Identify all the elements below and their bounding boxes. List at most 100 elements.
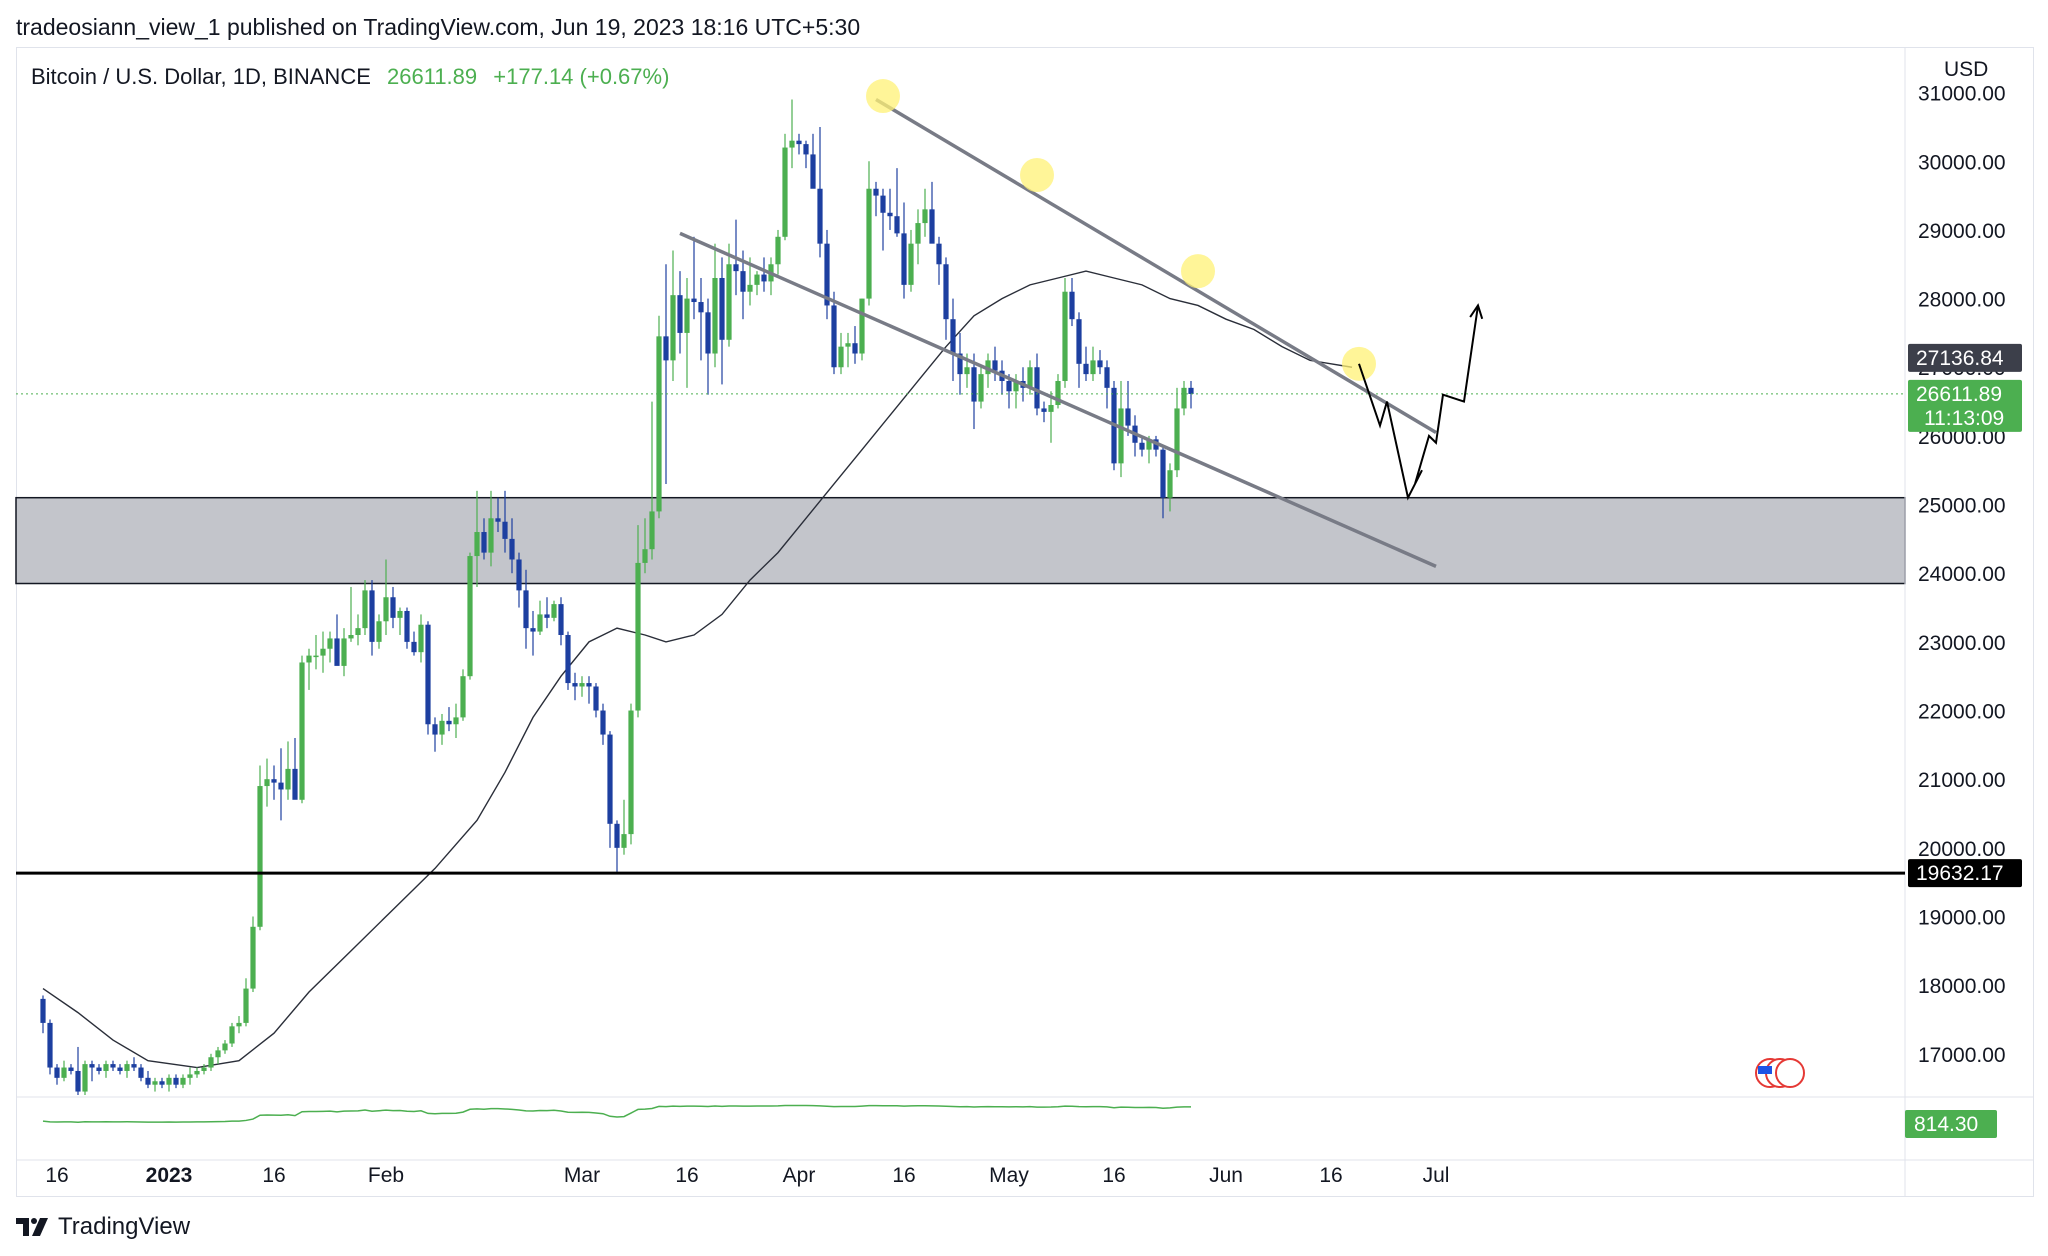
candle <box>824 229 830 320</box>
candle <box>1034 353 1040 416</box>
candle <box>950 298 956 381</box>
candle-body <box>656 336 662 512</box>
candle-body <box>1104 367 1110 388</box>
candle-body <box>320 648 326 656</box>
candle-body <box>936 243 942 265</box>
candle-body <box>873 188 879 196</box>
candle <box>173 1074 179 1089</box>
candle-body <box>194 1070 200 1075</box>
candle-body <box>425 624 431 725</box>
symbol-name: Bitcoin / U.S. Dollar, 1D, BINANCE <box>31 64 371 89</box>
candle <box>488 490 494 567</box>
candle-body <box>89 1064 95 1068</box>
support-level-badge-bg <box>1908 859 2022 888</box>
candle <box>250 916 256 993</box>
candle-body <box>1062 291 1068 381</box>
candle-body <box>824 243 830 306</box>
support-level-badge: 19632.17 <box>1916 862 2004 885</box>
candle-body <box>1146 439 1152 450</box>
candle-body <box>733 264 739 272</box>
candle-body <box>747 284 753 292</box>
y-tick-label: 22000.00 <box>1918 701 2006 724</box>
candle <box>453 703 459 738</box>
publisher-caption: tradeosiann_view_1 published on TradingV… <box>16 14 861 40</box>
candle <box>516 552 522 608</box>
candle <box>1055 374 1061 409</box>
candle <box>467 552 473 680</box>
candle <box>201 1064 207 1075</box>
candle-body <box>1027 367 1033 388</box>
event-flag-circle <box>1775 1058 1805 1088</box>
candle <box>1062 277 1068 388</box>
candle <box>607 731 613 848</box>
candle-body <box>971 367 977 402</box>
candle-body <box>789 140 795 148</box>
candle-body <box>1034 367 1040 409</box>
candle <box>257 765 263 931</box>
candle-body <box>698 302 704 313</box>
x-tick-label: 16 <box>262 1164 285 1187</box>
candle <box>614 820 620 872</box>
candle-body <box>1090 360 1096 375</box>
candle <box>383 559 389 636</box>
x-tick-label: 16 <box>1102 1164 1125 1187</box>
candle-body <box>54 1067 60 1078</box>
x-tick-label: Feb <box>368 1164 404 1187</box>
candle <box>691 236 697 320</box>
y-tick-label: 29000.00 <box>1918 220 2006 243</box>
candle-body <box>712 277 718 354</box>
candle <box>1188 380 1194 409</box>
candle-body <box>40 998 46 1023</box>
candle-body <box>663 336 669 361</box>
candle <box>656 315 662 519</box>
candle <box>348 586 354 642</box>
candle-body <box>509 538 515 560</box>
candle-body <box>159 1081 165 1085</box>
candle <box>194 1067 200 1078</box>
candle <box>502 490 508 553</box>
candle <box>397 607 403 636</box>
candle <box>544 597 550 629</box>
candle <box>838 332 844 375</box>
candle-body <box>551 604 557 618</box>
candle-body <box>642 549 648 563</box>
legend-change: +177.14 (+0.67%) <box>493 64 670 89</box>
candle <box>880 188 886 251</box>
candle <box>1104 360 1110 409</box>
candle-body <box>943 264 949 320</box>
candle-body <box>411 641 417 653</box>
candle <box>726 243 732 347</box>
candle <box>40 995 46 1034</box>
ma-value-badge-bg <box>1908 343 2022 372</box>
candle <box>124 1060 130 1078</box>
candle <box>635 525 641 718</box>
candle-body <box>306 655 312 663</box>
candle <box>698 277 704 361</box>
candle-body <box>1167 470 1173 498</box>
candle-body <box>866 188 872 299</box>
candle-body <box>880 195 886 213</box>
candle <box>915 209 921 265</box>
candle-body <box>516 559 522 591</box>
candle-body <box>761 274 767 282</box>
candle <box>131 1057 137 1071</box>
candle <box>628 703 634 845</box>
y-tick-label: 17000.00 <box>1918 1044 2006 1067</box>
candle <box>460 669 466 721</box>
candle <box>621 799 627 855</box>
volume-value: 814.30 <box>1914 1113 1978 1136</box>
candle <box>551 600 557 622</box>
candle-body <box>376 621 382 642</box>
candle <box>523 569 529 649</box>
candle-body <box>229 1026 235 1044</box>
candle <box>600 703 606 745</box>
candle <box>978 367 984 409</box>
y-tick-label: 31000.00 <box>1918 83 2006 106</box>
candle-body <box>201 1067 207 1071</box>
candle-body <box>572 683 578 687</box>
us-flag-canton <box>1758 1066 1772 1074</box>
candle <box>446 707 452 732</box>
candle <box>558 597 564 646</box>
candle <box>474 490 480 587</box>
